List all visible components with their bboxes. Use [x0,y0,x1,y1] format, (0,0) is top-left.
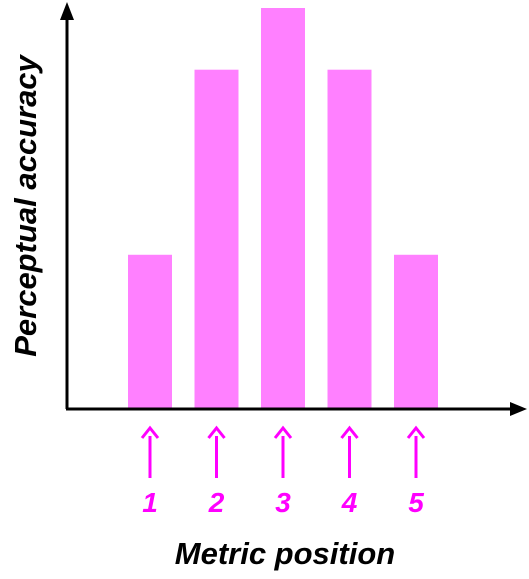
x-tick-label-2: 2 [208,487,225,518]
bar-5 [394,254,438,409]
x-tick-markers: 1 2 3 4 5 [140,425,426,518]
x-tick-label-3: 3 [275,487,291,518]
x-tick-label-4: 4 [341,487,358,518]
x-axis-title: Metric position [175,536,395,571]
x-axis-arrowhead [510,402,527,416]
y-axis-arrowhead [60,2,74,20]
x-tick-label-5: 5 [408,487,424,518]
y-axis-title: Perceptual accuracy [8,53,43,356]
tick-arrow-5 [406,425,426,478]
x-tick-label-1: 1 [142,487,158,518]
tick-arrow-4 [340,425,359,478]
tick-arrow-1 [140,425,160,478]
tick-arrow-3 [273,425,293,478]
bar-2 [194,69,239,409]
bar-1 [128,254,172,409]
tick-arrow-2 [207,425,226,478]
axes [60,2,527,416]
bar-3 [261,8,305,409]
bar-4 [327,69,372,409]
bar-series [128,8,438,409]
